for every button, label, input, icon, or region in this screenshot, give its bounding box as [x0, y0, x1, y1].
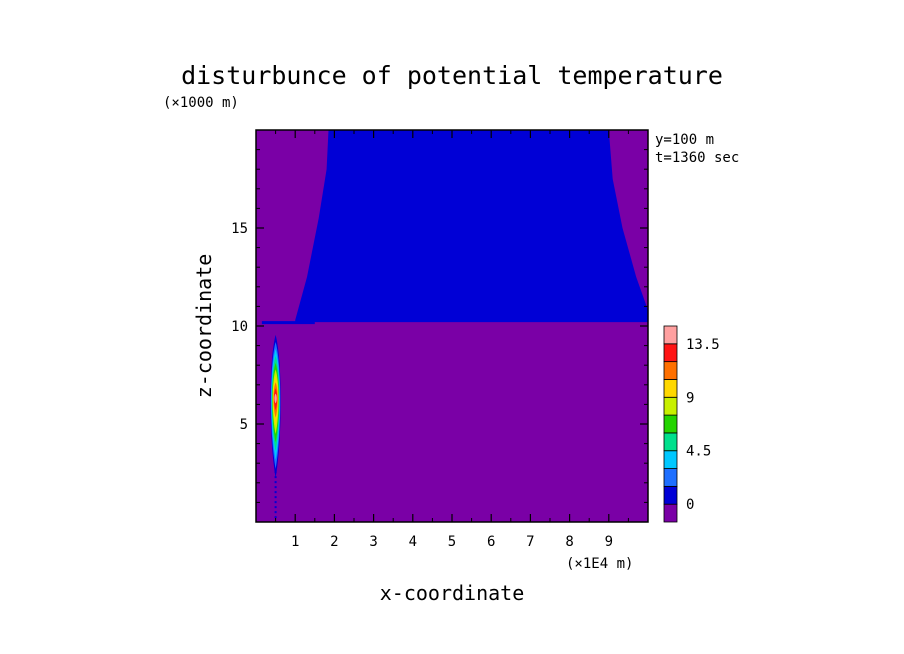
- y-unit-label: (×1000 m): [163, 95, 239, 111]
- colorbar-swatch: [663, 325, 678, 345]
- colorbar-swatch: [663, 485, 678, 505]
- plume: [261, 321, 315, 519]
- annotation-t: t=1360 sec: [655, 150, 739, 166]
- x-tick-label: 4: [409, 534, 417, 550]
- colorbar-label: 9: [686, 390, 694, 406]
- stratosphere-region: [295, 130, 648, 323]
- x-tick-label: 7: [526, 534, 534, 550]
- plot-area: [256, 130, 648, 522]
- x-tick-label: 5: [448, 534, 456, 550]
- colorbar-label: 13.5: [686, 337, 720, 353]
- x-tick-label: 1: [291, 534, 299, 550]
- x-tick-label: 9: [605, 534, 613, 550]
- plume-contour-10: [274, 393, 277, 404]
- colorbar-swatch: [663, 432, 678, 452]
- y-tick-label: 10: [231, 319, 248, 335]
- x-tick-label: 8: [565, 534, 573, 550]
- colorbar-swatch: [663, 379, 678, 398]
- colorbar-swatch: [663, 414, 678, 434]
- annotation-y: y=100 m: [655, 132, 714, 148]
- colorbar-label: 0: [686, 497, 694, 513]
- colorbar-swatch: [663, 450, 678, 469]
- colorbar-swatch: [663, 361, 678, 380]
- x-tick-label: 2: [330, 534, 338, 550]
- colorbar-swatch: [663, 503, 678, 523]
- colorbar: 0 4.5 9 13.5: [663, 325, 720, 523]
- y-axis-label: z-coordinate: [192, 254, 216, 399]
- colorbar-swatch: [663, 396, 678, 416]
- x-axis-label: x-coordinate: [380, 581, 525, 605]
- colorbar-swatch: [663, 343, 678, 363]
- colorbar-label: 4.5: [686, 444, 711, 460]
- x-tick-label: 6: [487, 534, 495, 550]
- y-tick-label: 5: [240, 417, 248, 433]
- y-axis: 5 10 15: [231, 149, 648, 503]
- tropopause-layer: [261, 321, 315, 325]
- x-unit-label: (×1E4 m): [566, 556, 633, 572]
- x-tick-label: 3: [369, 534, 377, 550]
- colorbar-swatch: [663, 468, 678, 487]
- x-axis: 1 2 3 4 5 6 7 8 9: [275, 130, 629, 550]
- y-tick-label: 15: [231, 221, 248, 237]
- chart-title: disturbunce of potential temperature: [181, 61, 723, 90]
